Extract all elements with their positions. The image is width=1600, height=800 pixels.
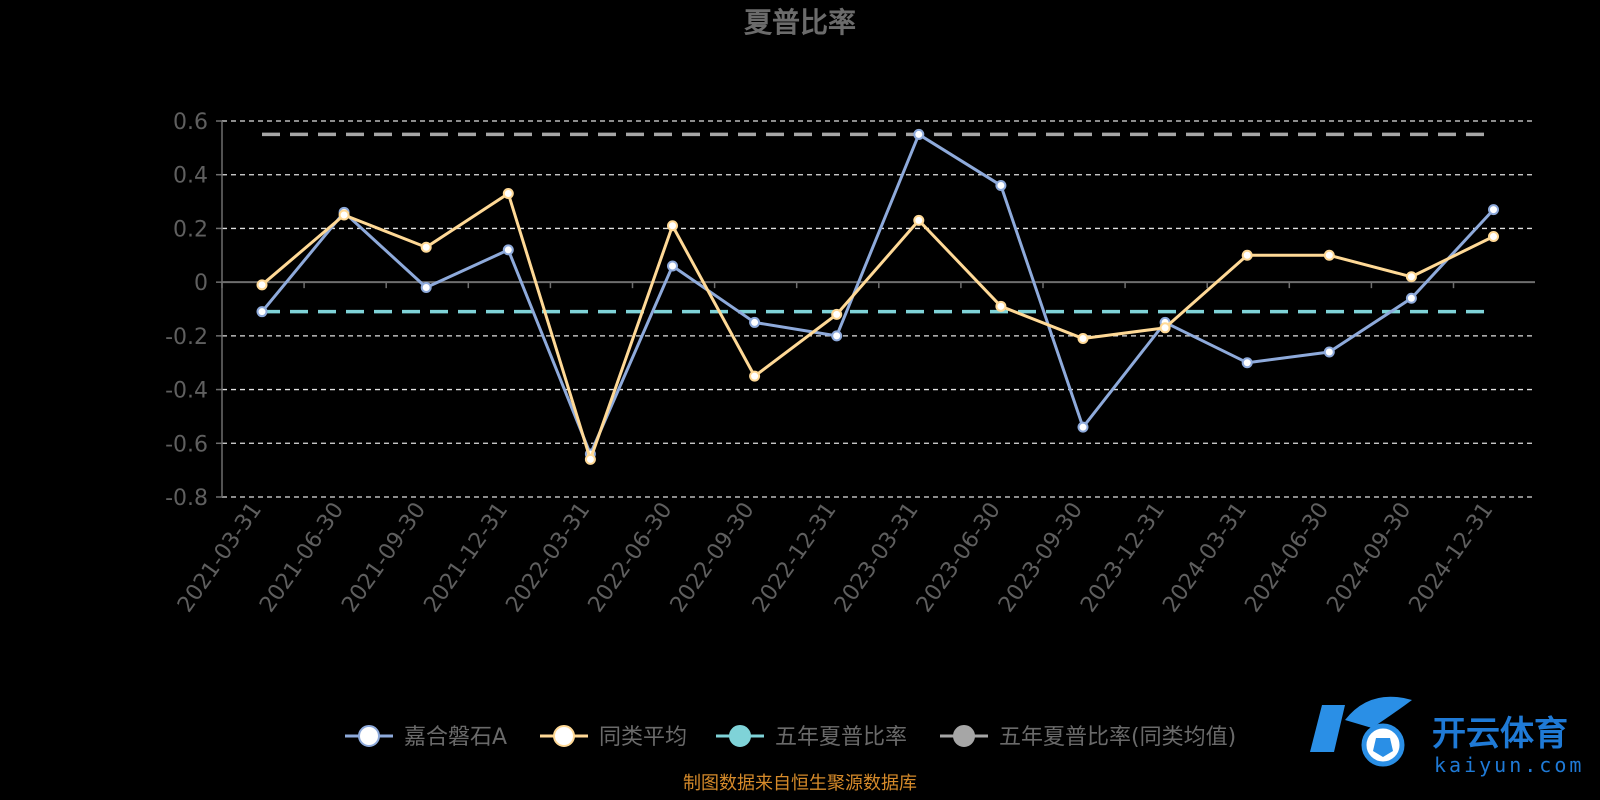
data-point[interactable] xyxy=(995,179,1007,191)
x-tick-label: 2023-03-31 xyxy=(830,498,924,617)
data-point[interactable] xyxy=(256,306,268,318)
data-point[interactable] xyxy=(831,330,843,342)
y-tick-label: 0.2 xyxy=(173,217,208,242)
legend-marker xyxy=(358,725,380,747)
brand-k-icon xyxy=(1310,696,1412,767)
y-tick-label: -0.6 xyxy=(165,432,208,457)
legend-item-0[interactable]: 嘉合磐石A xyxy=(345,725,507,750)
brand-url: kaiyun.com xyxy=(1434,753,1584,777)
legend: 嘉合磐石A 同类平均 五年夏普比率 五年夏普比率(同类均值) xyxy=(345,725,1236,750)
data-point[interactable] xyxy=(1323,249,1335,261)
data-point[interactable] xyxy=(1159,322,1171,334)
x-tick-label: 2022-12-31 xyxy=(748,498,842,617)
series-1 xyxy=(256,188,1499,465)
data-point[interactable] xyxy=(1241,249,1253,261)
data-point[interactable] xyxy=(1077,333,1089,345)
data-point[interactable] xyxy=(1323,346,1335,358)
legend-item-1[interactable]: 同类平均 xyxy=(540,725,687,750)
x-tick-label: 2022-06-30 xyxy=(584,498,678,617)
data-point[interactable] xyxy=(913,128,925,140)
axes: 0.60.40.20-0.2-0.4-0.6-0.82021-03-312021… xyxy=(165,110,1535,617)
x-tick-label: 2023-09-30 xyxy=(994,498,1088,617)
data-point[interactable] xyxy=(420,241,432,253)
x-tick-label: 2023-12-31 xyxy=(1076,498,1170,617)
data-point[interactable] xyxy=(995,300,1007,312)
data-point[interactable] xyxy=(749,370,761,382)
legend-marker xyxy=(553,725,575,747)
data-point[interactable] xyxy=(1405,292,1417,304)
legend-item-3[interactable]: 五年夏普比率(同类均值) xyxy=(940,725,1236,750)
data-point[interactable] xyxy=(502,244,514,256)
chart-title: 夏普比率 xyxy=(744,6,856,39)
data-point[interactable] xyxy=(1405,271,1417,283)
data-point[interactable] xyxy=(913,214,925,226)
data-point[interactable] xyxy=(1488,230,1499,242)
data-point[interactable] xyxy=(338,209,350,221)
x-tick-label: 2021-03-31 xyxy=(173,498,267,617)
x-tick-label: 2024-12-31 xyxy=(1405,498,1499,617)
x-tick-label: 2024-09-30 xyxy=(1322,498,1416,617)
series-line xyxy=(261,192,1495,461)
data-point[interactable] xyxy=(667,220,678,232)
y-tick-label: 0.4 xyxy=(173,164,208,189)
source-note: 制图数据来自恒生聚源数据库 xyxy=(683,773,917,794)
y-tick-label: 0.6 xyxy=(173,110,208,135)
data-point[interactable] xyxy=(256,279,268,291)
data-point[interactable] xyxy=(831,308,843,320)
legend-item-2[interactable]: 五年夏普比率 xyxy=(716,725,907,750)
data-point[interactable] xyxy=(1488,204,1499,216)
y-tick-label: -0.2 xyxy=(165,325,208,350)
x-tick-label: 2024-03-31 xyxy=(1158,498,1252,617)
x-tick-label: 2022-09-30 xyxy=(666,498,760,617)
x-tick-label: 2021-06-30 xyxy=(255,498,349,617)
legend-label: 嘉合磐石A xyxy=(404,725,507,750)
brand-name: 开云体育 xyxy=(1432,714,1568,754)
x-tick-label: 2024-06-30 xyxy=(1240,498,1334,617)
x-tick-label: 2021-12-31 xyxy=(419,498,513,617)
series-0 xyxy=(256,128,1499,460)
data-point[interactable] xyxy=(1241,357,1253,369)
data-point[interactable] xyxy=(584,453,596,465)
data-point[interactable] xyxy=(749,316,761,328)
grid-lines xyxy=(222,120,1535,498)
x-tick-label: 2022-03-31 xyxy=(501,498,595,617)
legend-label: 五年夏普比率(同类均值) xyxy=(999,725,1236,750)
y-tick-label: -0.4 xyxy=(165,379,208,404)
legend-label: 同类平均 xyxy=(599,725,687,750)
y-tick-label: 0 xyxy=(194,271,208,296)
data-point[interactable] xyxy=(1077,421,1089,433)
legend-label: 五年夏普比率 xyxy=(775,725,907,750)
x-tick-label: 2021-09-30 xyxy=(337,498,431,617)
brand-logo: 开云体育 kaiyun.com xyxy=(1310,696,1584,777)
data-point[interactable] xyxy=(502,188,514,200)
legend-marker xyxy=(953,725,975,747)
y-tick-label: -0.8 xyxy=(165,486,208,511)
series-lines xyxy=(256,128,1499,465)
legend-marker xyxy=(729,725,751,747)
x-tick-label: 2023-06-30 xyxy=(912,498,1006,617)
series-line xyxy=(260,132,1495,456)
data-point[interactable] xyxy=(420,282,432,294)
data-point[interactable] xyxy=(667,260,678,272)
